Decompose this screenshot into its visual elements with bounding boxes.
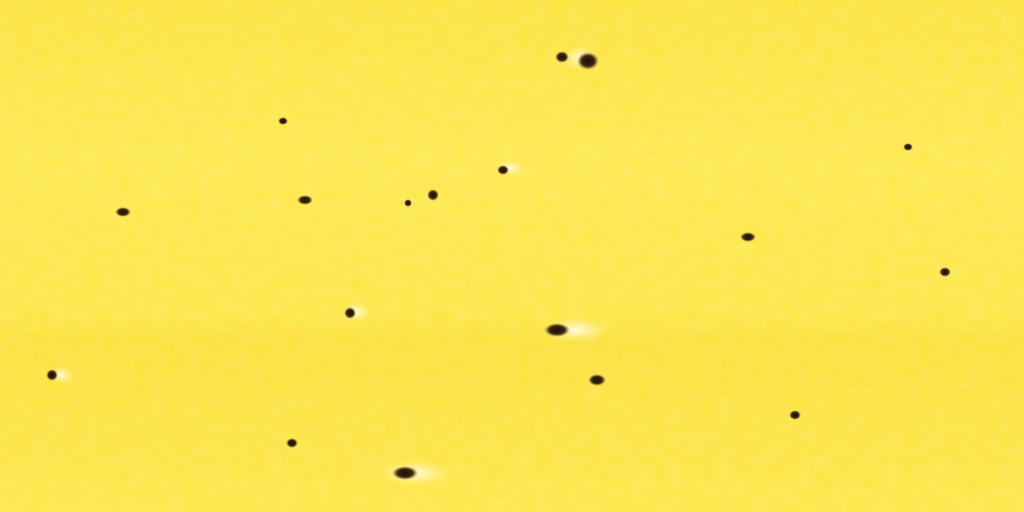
sunspot [497,165,509,175]
sunspot [903,143,913,151]
sunspots [44,46,951,486]
sunspot [286,438,298,448]
sunspot [939,267,951,277]
sunspot [278,117,288,125]
sunspot [577,52,599,70]
sunspot [297,195,313,205]
sunspot [46,369,58,381]
sunspot [427,189,439,201]
sunspot [544,323,570,337]
sunspot [740,232,756,242]
sunspot [588,374,606,386]
sunspot [392,466,418,480]
sunspot [555,51,569,63]
sunspot [789,410,801,420]
sunspot [115,207,131,217]
sunspot [344,307,356,319]
sunspot [404,199,412,207]
